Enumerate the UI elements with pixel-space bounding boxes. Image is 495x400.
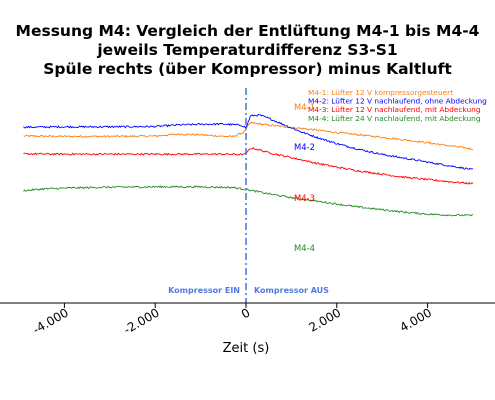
- title-line-2: jeweils Temperaturdifferenz S3-S1: [97, 41, 398, 59]
- x-tick-label: 4.000: [397, 305, 434, 334]
- x-tick-label: -2.000: [121, 305, 162, 336]
- series-label-m4-2: M4-2: [294, 142, 315, 152]
- series-label-m4-3: M4-3: [294, 193, 315, 203]
- legend-entry-m4-1: M4-1: Lüfter 12 V kompressorgesteuert: [308, 88, 453, 97]
- title-line-3: Spüle rechts (über Kompressor) minus Kal…: [43, 60, 452, 78]
- x-tick-label: 2.000: [307, 305, 344, 334]
- series-labels: M4-1 M4-2 M4-3 M4-4: [294, 102, 315, 253]
- legend-entry-m4-4: M4-4: Lüfter 24 V nachlaufend, mit Abdec…: [308, 114, 481, 123]
- legend: M4-1: Lüfter 12 V kompressorgesteuertM4-…: [308, 88, 487, 123]
- chart-title: Messung M4: Vergleich der Entlüftung M4-…: [0, 22, 495, 79]
- legend-entry-m4-3: M4-3: Lüfter 12 V nachlaufend, mit Abdec…: [308, 105, 481, 114]
- x-tick-label: -4.000: [30, 305, 71, 336]
- series-line-m4-4: [23, 185, 474, 217]
- series-label-m4-4: M4-4: [294, 243, 315, 253]
- annotation-kompressor-aus: Kompressor AUS: [254, 286, 329, 295]
- title-line-1: Messung M4: Vergleich der Entlüftung M4-…: [15, 22, 480, 40]
- x-tick-label: 0: [239, 305, 253, 321]
- legend-entry-m4-2: M4-2: Lüfter 12 V nachlaufend, ohne Abde…: [308, 97, 487, 106]
- series-layer: [23, 113, 474, 217]
- annotation-kompressor-ein: Kompressor EIN: [168, 286, 240, 295]
- series-label-m4-1: M4-1: [294, 102, 315, 112]
- series-line-m4-1: [23, 121, 473, 151]
- x-ticks: -4.000 -2.000 0 2.000 4.000: [30, 303, 434, 337]
- series-line-m4-2: [23, 113, 474, 171]
- x-axis-label: Zeit (s): [223, 341, 270, 356]
- series-line-m4-3: [23, 146, 474, 185]
